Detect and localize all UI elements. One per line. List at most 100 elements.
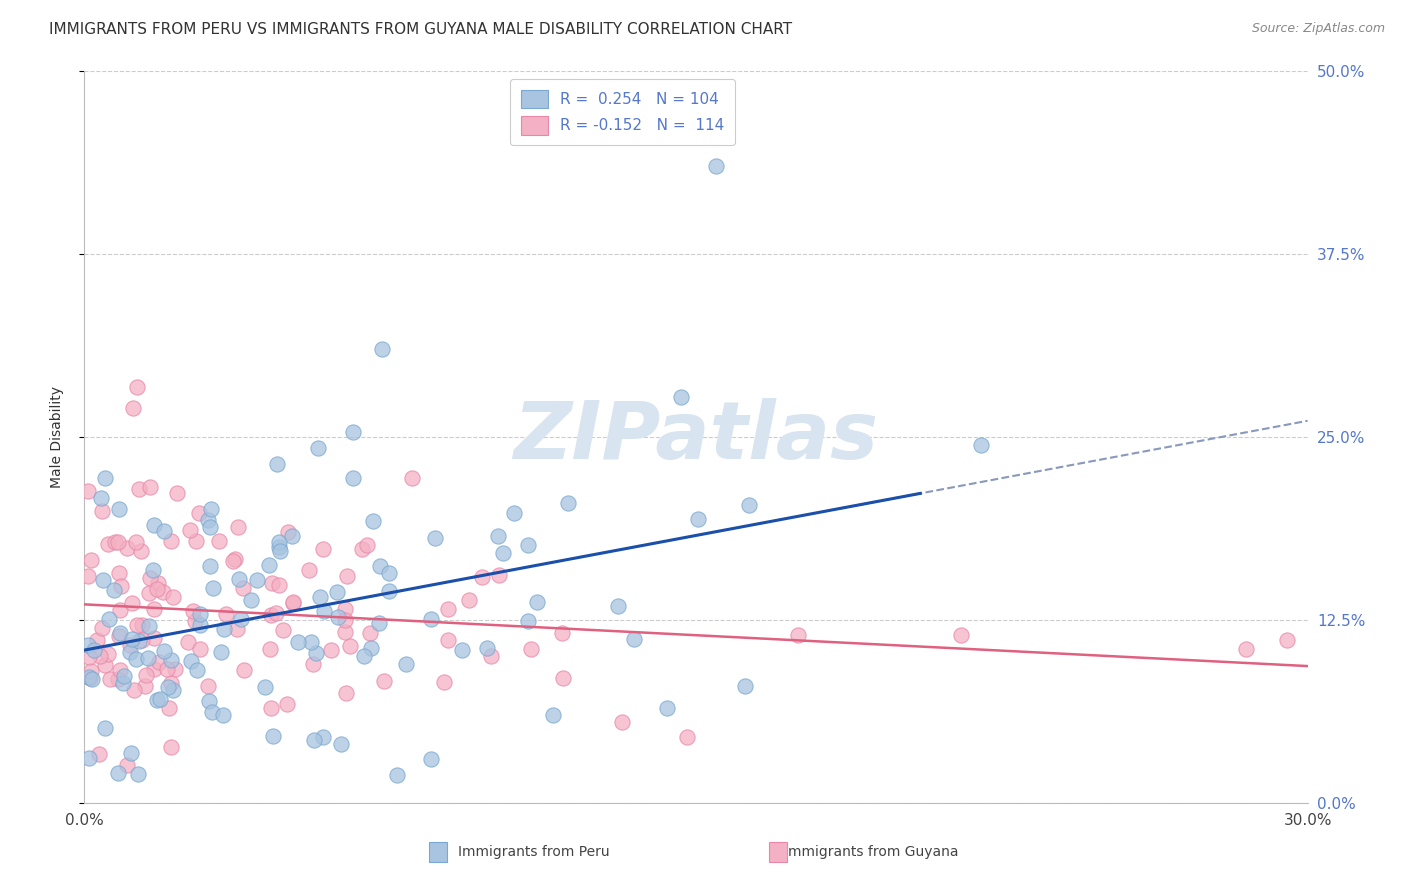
Point	[111, 675, 134, 690]
Point	[197, 694, 219, 708]
Point	[222, 553, 245, 567]
Point	[139, 480, 162, 494]
Point	[360, 641, 382, 656]
Point	[623, 632, 645, 647]
Point	[131, 617, 153, 632]
Point	[450, 643, 472, 657]
Point	[734, 679, 756, 693]
Point	[115, 541, 138, 555]
Point	[475, 640, 498, 655]
Point	[226, 622, 249, 636]
Point	[266, 457, 288, 471]
Point	[98, 672, 121, 686]
Point	[257, 558, 280, 573]
Point	[551, 671, 574, 685]
Point	[239, 592, 262, 607]
Point	[112, 669, 135, 683]
Point	[163, 662, 186, 676]
Point	[177, 635, 200, 649]
Point	[970, 438, 993, 452]
Point	[184, 534, 207, 549]
Point	[269, 544, 291, 558]
Point	[89, 648, 111, 663]
Point	[131, 632, 153, 647]
Point	[471, 570, 494, 584]
Point	[120, 746, 142, 760]
Point	[610, 715, 633, 730]
Point	[127, 766, 149, 780]
Point	[108, 603, 131, 617]
Point	[394, 657, 416, 671]
Point	[77, 751, 100, 765]
Point	[368, 559, 391, 574]
Point	[160, 740, 183, 755]
Point	[378, 566, 401, 580]
Text: IMMIGRANTS FROM PERU VS IMMIGRANTS FROM GUYANA MALE DISABILITY CORRELATION CHART: IMMIGRANTS FROM PERU VS IMMIGRANTS FROM …	[49, 22, 793, 37]
Text: ZIPatlas: ZIPatlas	[513, 398, 879, 476]
Point	[1277, 633, 1299, 648]
Point	[606, 599, 628, 613]
Point	[120, 639, 142, 653]
Point	[208, 533, 231, 548]
Legend: R =  0.254   N = 104, R = -0.152   N =  114: R = 0.254 N = 104, R = -0.152 N = 114	[510, 79, 735, 145]
Point	[107, 672, 129, 686]
Point	[787, 627, 810, 641]
Point	[90, 621, 112, 635]
Point	[312, 542, 335, 557]
Point	[160, 533, 183, 548]
Point	[181, 604, 204, 618]
Point	[107, 502, 129, 516]
Point	[83, 643, 105, 657]
Point	[254, 680, 277, 694]
Point	[353, 649, 375, 664]
Point	[157, 680, 180, 694]
Point	[657, 700, 679, 714]
Point	[160, 653, 183, 667]
Point	[488, 568, 510, 582]
Point	[326, 585, 349, 599]
Point	[90, 491, 112, 505]
Point	[319, 643, 342, 657]
Point	[122, 401, 145, 415]
Point	[266, 606, 288, 620]
Point	[373, 673, 395, 688]
Point	[200, 502, 222, 516]
Point	[675, 731, 697, 745]
Text: Immigrants from Guyana: Immigrants from Guyana	[785, 845, 959, 859]
Point	[115, 758, 138, 772]
Point	[333, 602, 356, 616]
Point	[110, 579, 132, 593]
Point	[281, 596, 304, 610]
Point	[433, 675, 456, 690]
Point	[135, 667, 157, 681]
Point	[107, 566, 129, 580]
Point	[1236, 642, 1258, 657]
Point	[246, 574, 269, 588]
Point	[156, 662, 179, 676]
Point	[339, 639, 361, 653]
Point	[125, 618, 148, 632]
Point	[134, 679, 156, 693]
Point	[950, 627, 973, 641]
Point	[142, 563, 165, 577]
Point	[107, 534, 129, 549]
Point	[371, 343, 394, 357]
Point	[335, 686, 357, 700]
Point	[138, 619, 160, 633]
Point	[401, 471, 423, 485]
Point	[153, 524, 176, 539]
Point	[107, 629, 129, 643]
Point	[103, 535, 125, 549]
Point	[298, 563, 321, 577]
Point	[333, 613, 356, 627]
Point	[143, 631, 166, 645]
Point	[280, 528, 302, 542]
Point	[326, 609, 349, 624]
Point	[153, 643, 176, 657]
Point	[209, 644, 232, 658]
Point	[107, 765, 129, 780]
Point	[336, 568, 359, 582]
Point	[437, 632, 460, 647]
Point	[146, 575, 169, 590]
Point	[118, 645, 141, 659]
